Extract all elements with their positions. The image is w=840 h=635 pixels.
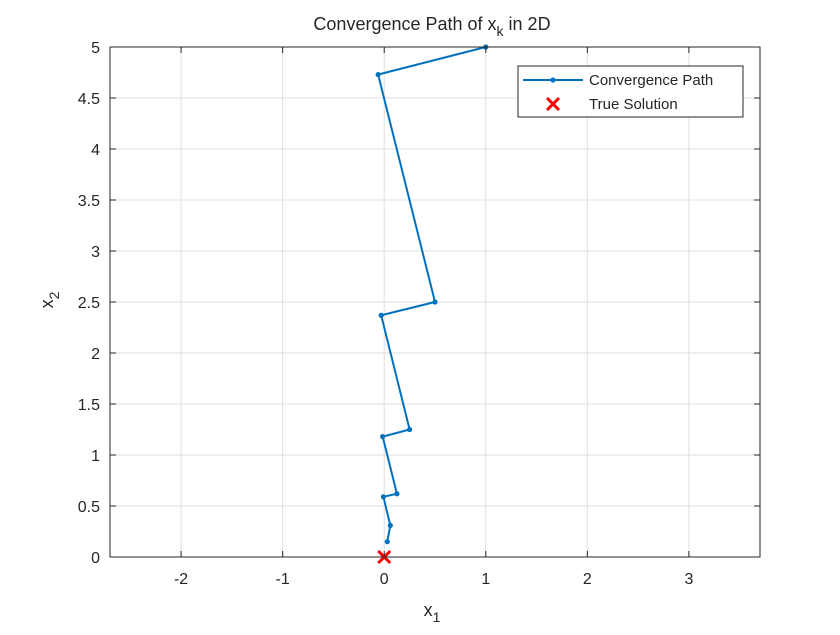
legend: Convergence Path True Solution	[517, 65, 744, 118]
y-tick-label: 2.5	[78, 295, 100, 312]
y-axis-label-main: x	[37, 299, 57, 308]
y-tick-label: 3.5	[78, 193, 100, 210]
y-tick-label: 4.5	[78, 91, 100, 108]
y-axis-label-subscript: 2	[46, 291, 62, 299]
convergence-path-point	[394, 491, 400, 497]
x-axis-label-main: x	[424, 600, 433, 620]
convergence-path-point	[378, 312, 384, 318]
legend-true-solution-label: True Solution	[589, 96, 678, 113]
chart-title-subscript: k	[497, 23, 505, 39]
x-tick-label: 2	[583, 571, 592, 588]
convergence-path-point	[375, 71, 381, 78]
y-tick-label: 2	[91, 346, 100, 363]
tick-labels: -2 -1 0 1 2 3 0 0.5 1 1.5 2 2.5 3 3.5 4 4.5 5	[78, 40, 760, 588]
convergence-path-point	[387, 522, 393, 528]
legend-path-marker	[550, 77, 556, 83]
y-tick-label: 1	[91, 448, 100, 465]
x-tick-label: 1	[481, 571, 490, 588]
y-axis-label: x2	[37, 291, 62, 308]
x-tick-label: -1	[276, 571, 290, 588]
x-tick-label: 0	[380, 571, 389, 588]
x-tick-label: 3	[684, 571, 693, 588]
y-tick-label: 4	[91, 142, 100, 159]
convergence-path-point	[380, 494, 387, 500]
chart-title: Convergence Path of xk in 2D	[313, 14, 550, 39]
convergence-path-point	[384, 539, 390, 545]
y-tick-label: 5	[91, 40, 100, 57]
convergence-path-point	[380, 434, 386, 440]
convergence-path-point	[407, 426, 413, 433]
y-tick-label: 1.5	[78, 397, 100, 414]
grid-lines	[110, 46, 760, 558]
legend-true-solution-marker	[545, 96, 561, 112]
convergence-path-point	[432, 299, 438, 305]
convergence-path-line	[377, 46, 487, 542]
chart-title-suffix: in 2D	[504, 14, 551, 34]
x-axis-label: x1	[424, 600, 441, 625]
legend-path-label: Convergence Path	[589, 72, 713, 89]
y-tick-label: 3	[91, 244, 100, 261]
chart-title-main: Convergence Path of x	[313, 14, 496, 34]
y-tick-label: 0	[91, 550, 100, 567]
data-layer	[375, 44, 489, 565]
y-tick-label: 0.5	[78, 499, 100, 516]
x-tick-label: -2	[174, 571, 188, 588]
x-axis-label-subscript: 1	[433, 609, 441, 625]
